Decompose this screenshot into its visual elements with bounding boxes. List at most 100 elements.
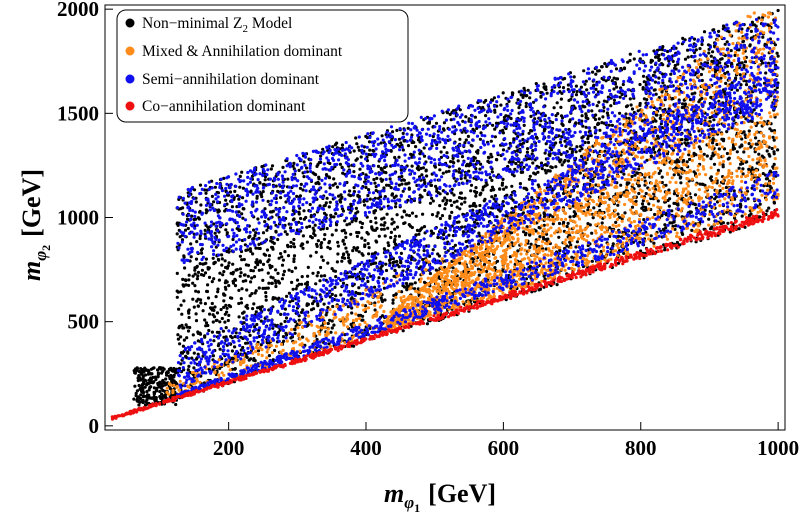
point-nonminimal: [276, 237, 280, 242]
point-nonminimal: [201, 262, 205, 266]
point-nonminimal: [357, 250, 361, 254]
point-nonminimal: [474, 194, 478, 198]
point-nonminimal: [397, 234, 401, 238]
point-nonminimal: [542, 85, 546, 89]
point-nonminimal: [568, 194, 572, 198]
point-nonminimal: [261, 183, 265, 187]
point-nonminimal: [395, 225, 400, 229]
point-nonminimal: [139, 367, 143, 371]
point-nonminimal: [383, 234, 387, 238]
point-mixed: [633, 178, 637, 182]
point-nonminimal: [558, 249, 562, 253]
point-nonminimal: [196, 290, 201, 294]
point-nonminimal: [663, 223, 667, 227]
point-nonminimal: [238, 228, 242, 232]
point-nonminimal: [418, 200, 422, 204]
point-nonminimal: [456, 159, 460, 163]
point-nonminimal: [693, 193, 698, 197]
point-nonminimal: [358, 277, 362, 281]
point-nonminimal: [254, 260, 258, 264]
point-nonminimal: [488, 176, 492, 180]
point-nonminimal: [501, 148, 506, 152]
point-nonminimal: [188, 325, 192, 330]
point-nonminimal: [168, 367, 172, 372]
point-nonminimal: [298, 186, 302, 190]
point-nonminimal: [620, 92, 624, 97]
point-mixed: [742, 159, 746, 163]
point-nonminimal: [346, 253, 351, 257]
point-nonminimal: [225, 266, 229, 270]
point-nonminimal: [264, 291, 268, 295]
point-nonminimal: [600, 192, 604, 196]
point-nonminimal: [324, 201, 328, 205]
point-nonminimal: [754, 142, 758, 146]
point-nonminimal: [771, 135, 775, 139]
point-nonminimal: [390, 222, 394, 226]
point-nonminimal: [526, 88, 530, 92]
point-nonminimal: [653, 150, 657, 154]
point-nonminimal: [206, 296, 211, 300]
point-nonminimal: [238, 185, 242, 189]
point-nonminimal: [597, 117, 601, 121]
point-nonminimal: [160, 392, 164, 396]
point-mixed: [773, 145, 777, 149]
point-nonminimal: [187, 273, 191, 277]
point-nonminimal: [554, 114, 558, 118]
point-nonminimal: [562, 220, 566, 224]
point-nonminimal: [493, 110, 497, 114]
point-nonminimal: [335, 260, 339, 264]
point-nonminimal: [410, 282, 414, 286]
point-nonminimal: [206, 283, 210, 287]
point-nonminimal: [447, 165, 451, 169]
point-nonminimal: [619, 183, 623, 187]
point-nonminimal: [494, 157, 499, 162]
point-mixed: [587, 145, 592, 149]
point-nonminimal: [448, 112, 452, 116]
point-nonminimal: [579, 154, 584, 158]
point-nonminimal: [227, 284, 231, 288]
point-nonminimal: [643, 208, 647, 212]
point-nonminimal: [410, 225, 414, 230]
point-mixed: [548, 198, 552, 202]
point-nonminimal: [224, 228, 228, 232]
point-nonminimal: [322, 237, 326, 241]
point-nonminimal: [222, 292, 226, 296]
point-nonminimal: [654, 55, 658, 59]
point-nonminimal: [405, 213, 409, 217]
point-nonminimal: [366, 232, 370, 236]
point-nonminimal: [683, 57, 688, 61]
point-nonminimal: [580, 114, 584, 118]
point-nonminimal: [279, 322, 283, 326]
data-points: [110, 8, 780, 421]
point-nonminimal: [452, 161, 456, 165]
point-nonminimal: [210, 301, 214, 306]
point-nonminimal: [485, 269, 489, 273]
point-nonminimal: [175, 222, 179, 226]
point-nonminimal: [230, 349, 234, 353]
point-nonminimal: [483, 197, 487, 201]
point-nonminimal: [401, 178, 405, 182]
point-nonminimal: [238, 174, 242, 178]
point-nonminimal: [580, 136, 584, 140]
point-nonminimal: [336, 252, 340, 256]
point-nonminimal: [545, 199, 549, 203]
point-nonminimal: [223, 320, 227, 324]
point-nonminimal: [637, 184, 641, 188]
point-nonminimal: [414, 145, 418, 149]
point-nonminimal: [495, 259, 500, 263]
point-nonminimal: [558, 180, 563, 184]
point-nonminimal: [286, 254, 291, 258]
point-nonminimal: [417, 232, 421, 236]
point-nonminimal: [740, 214, 744, 218]
point-nonminimal: [263, 253, 268, 257]
point-nonminimal: [217, 330, 221, 334]
point-nonminimal: [241, 345, 245, 350]
point-nonminimal: [709, 157, 713, 161]
point-nonminimal: [311, 302, 315, 306]
point-mixed: [731, 137, 735, 141]
point-nonminimal: [672, 201, 676, 205]
point-nonminimal: [315, 164, 319, 168]
point-nonminimal: [356, 246, 360, 250]
point-nonminimal: [191, 281, 195, 285]
point-mixed: [747, 170, 751, 174]
